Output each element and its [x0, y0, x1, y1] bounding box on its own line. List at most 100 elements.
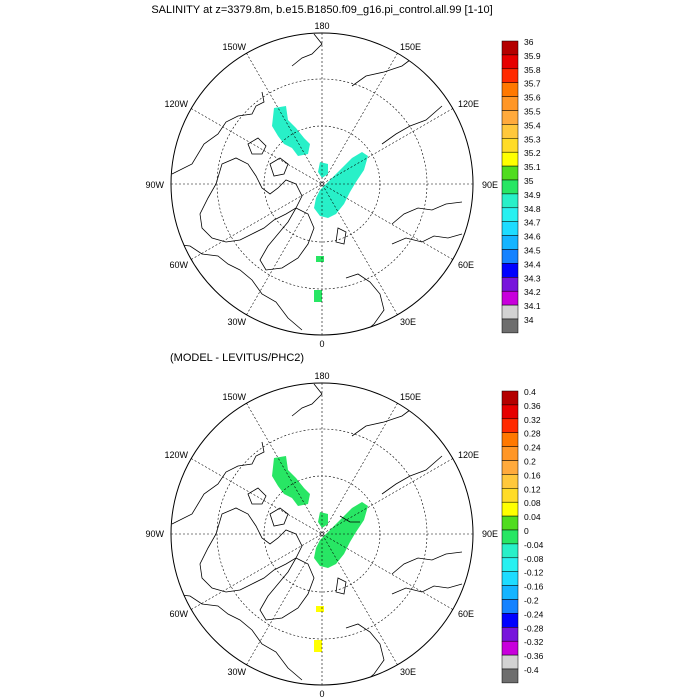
colorbar-label: 35.4	[524, 120, 541, 130]
colorbar-label: -0.04	[524, 540, 544, 550]
colorbar-label: 35.2	[524, 148, 541, 158]
lon-label-150e: 150E	[400, 392, 421, 402]
colorbar-swatch	[501, 249, 519, 264]
salinity-patch-central	[318, 162, 328, 178]
colorbar-label: -0.12	[524, 568, 544, 578]
colorbar-swatch	[501, 543, 519, 559]
colorbar-label: 34.6	[524, 232, 541, 242]
colorbar-label: -0.08	[524, 554, 544, 564]
colorbar-swatch	[501, 138, 519, 153]
difference-patch-canada-basin	[272, 456, 310, 506]
colorbar-label: -0.28	[524, 623, 544, 633]
colorbar-label: 34.7	[524, 218, 541, 228]
colorbar-label: 35	[524, 176, 534, 186]
coastlines	[171, 383, 463, 685]
colorbar-swatch	[501, 654, 519, 670]
lon-label-0: 0	[319, 689, 324, 699]
lon-label-150e: 150E	[400, 42, 421, 52]
lon-label-60w: 60W	[169, 609, 188, 619]
lon-label-120e: 120E	[458, 450, 479, 460]
lon-label-90w: 90W	[145, 529, 164, 539]
colorbar-label: 34.1	[524, 301, 541, 311]
colorbar-swatch	[501, 640, 519, 656]
lon-label-150w: 150W	[222, 42, 246, 52]
colorbar-label: 0.08	[524, 498, 541, 508]
salinity-patch-small-2	[314, 290, 322, 302]
colorbar-swatch	[501, 529, 519, 545]
colorbar-swatch	[501, 193, 519, 209]
panel-difference: (MODEL - LEVITUS/PHC2) 180 0 90W 90E 150…	[145, 352, 543, 699]
colorbar-swatch	[501, 151, 519, 167]
lon-label-30w: 30W	[227, 317, 246, 327]
colorbar-swatch	[501, 235, 519, 250]
colorbar-swatch	[501, 277, 519, 292]
colorbar-label: 35.7	[524, 79, 541, 89]
colorbar-swatch	[501, 290, 519, 306]
colorbar-label: 35.6	[524, 93, 541, 103]
colorbar-label: 0.4	[524, 387, 536, 397]
colorbar-swatch	[501, 627, 519, 642]
colorbar-swatch	[501, 82, 519, 97]
lon-label-60e: 60E	[458, 609, 474, 619]
lon-label-30e: 30E	[400, 317, 416, 327]
colorbar-swatch	[501, 96, 519, 111]
colorbar-label: 35.3	[524, 134, 541, 144]
colorbar-swatch	[501, 404, 519, 420]
colorbar-label: 34.3	[524, 273, 541, 283]
colorbar-swatch	[501, 460, 519, 475]
colorbar-label: 36	[524, 37, 534, 47]
colorbar-label: 34.2	[524, 287, 541, 297]
colorbar: 0.4 0.36 0.32 0.28 0.24 0.2 0.16 0.12 0.08 0.04 0 -…	[501, 387, 544, 684]
lon-label-120w: 120W	[164, 99, 188, 109]
difference-patch-small-2	[314, 640, 322, 652]
lon-label-60e: 60E	[458, 260, 474, 270]
difference-patch-small-1	[316, 606, 324, 612]
colorbar-swatch	[501, 668, 519, 684]
difference-patch-eurasian-basin	[314, 502, 368, 568]
difference-patch-central	[318, 512, 328, 528]
coastlines	[171, 33, 463, 335]
salinity-patch-small-1	[316, 256, 324, 262]
colorbar-label: 0.32	[524, 415, 541, 425]
panel-title: (MODEL - LEVITUS/PHC2)	[170, 352, 304, 364]
colorbar-swatch	[501, 110, 519, 125]
colorbar-label: 34.4	[524, 259, 541, 269]
colorbar-label: 34.5	[524, 246, 541, 256]
lon-label-180: 180	[314, 21, 329, 31]
polar-map	[170, 382, 474, 686]
colorbar-swatch	[501, 54, 519, 70]
colorbar-label: 34	[524, 315, 534, 325]
lon-label-90e: 90E	[482, 180, 498, 190]
map-boundary	[170, 32, 474, 336]
lon-label-30e: 30E	[400, 667, 416, 677]
colorbar-label: 35.8	[524, 65, 541, 75]
colorbar-swatch	[501, 263, 519, 278]
colorbar-swatch	[501, 68, 519, 83]
colorbar-swatch	[501, 599, 519, 614]
colorbar-swatch	[501, 221, 519, 236]
colorbar-swatch	[501, 585, 519, 600]
colorbar-swatch	[501, 165, 519, 181]
colorbar-label: -0.24	[524, 609, 544, 619]
colorbar-label: 0.24	[524, 443, 541, 453]
colorbar-label: -0.2	[524, 596, 539, 606]
colorbar-swatch	[501, 207, 519, 222]
colorbar-swatch	[501, 124, 519, 139]
colorbar-swatch	[501, 304, 519, 320]
lon-label-120w: 120W	[164, 450, 188, 460]
lon-label-0: 0	[319, 339, 324, 349]
colorbar-label: 0	[524, 526, 529, 536]
lon-label-150w: 150W	[222, 392, 246, 402]
colorbar: 36 35.9 35.8 35.7 35.6 35.5 35.4 35.3 35.2 35.1 35…	[501, 37, 541, 334]
colorbar-label: -0.16	[524, 582, 544, 592]
zero-contour	[339, 515, 360, 523]
colorbar-label: 0.16	[524, 470, 541, 480]
colorbar-label: 34.8	[524, 204, 541, 214]
colorbar-label: 0.04	[524, 512, 541, 522]
map-boundary	[170, 382, 474, 686]
salinity-patch-canada-basin	[272, 106, 310, 156]
colorbar-swatch	[501, 515, 519, 531]
colorbar-swatch	[501, 557, 519, 572]
colorbar-label: 34.9	[524, 190, 541, 200]
